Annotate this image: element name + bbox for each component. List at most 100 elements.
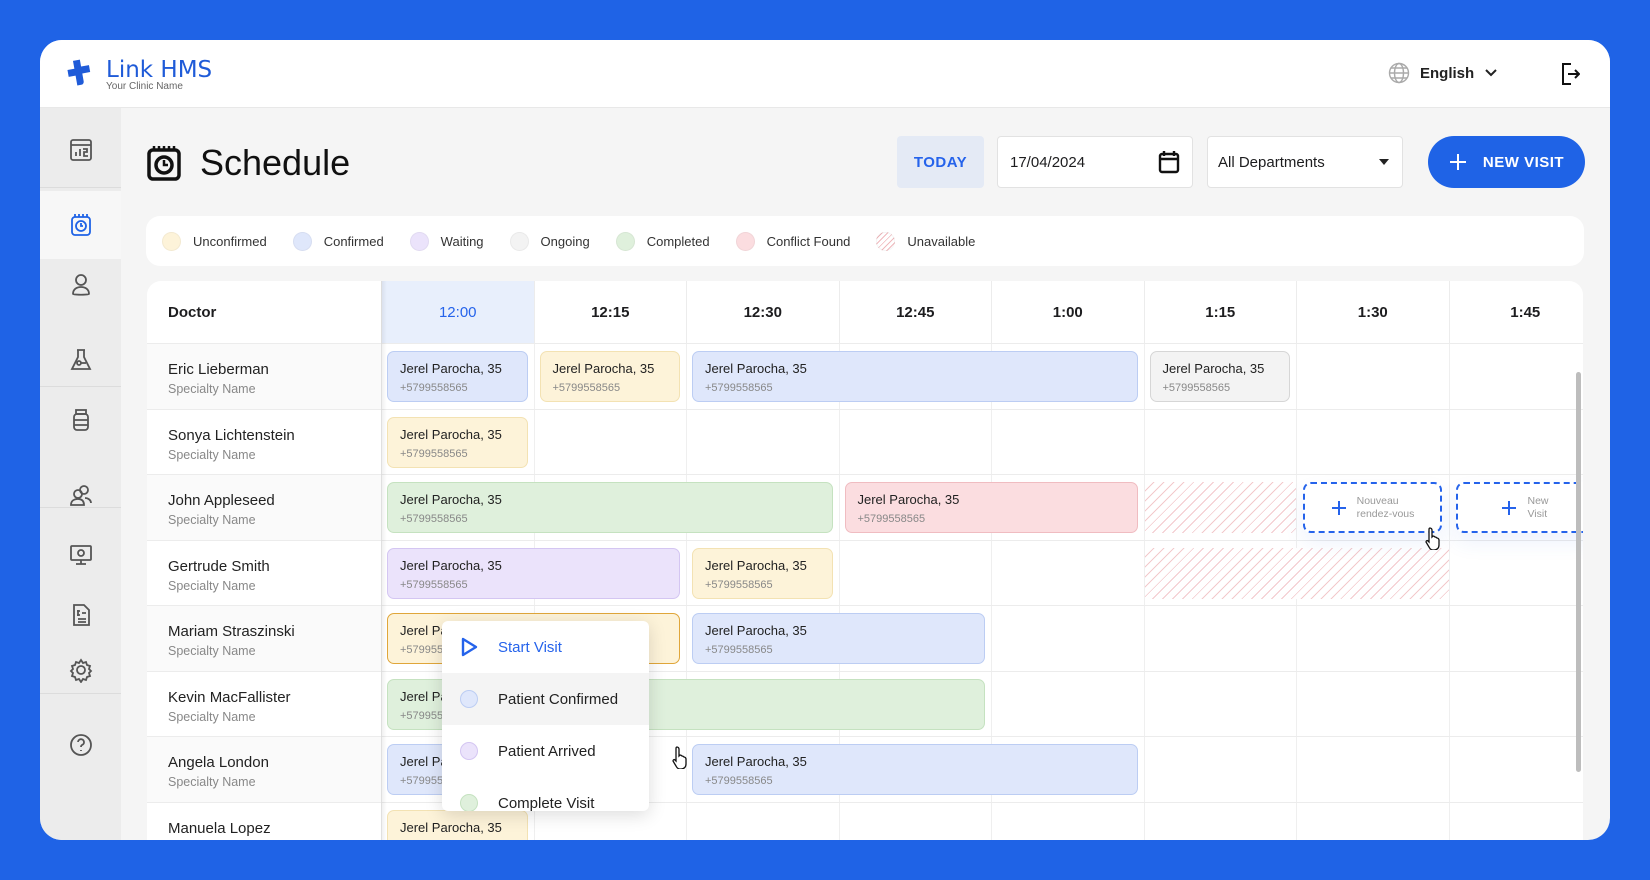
appointment-card[interactable]: Jerel Parocha, 35+5799558565: [692, 744, 1138, 795]
appointment-patient: Jerel Parocha, 35: [705, 361, 807, 376]
time-header: 12:30: [686, 281, 839, 344]
appointment-card[interactable]: Jerel Parocha, 35+5799558565: [387, 482, 833, 533]
doctor-row-header[interactable]: Gertrude Smith Specialty Name: [147, 540, 381, 606]
menu-item-label: Complete Visit: [498, 794, 595, 812]
sidebar-item-lab-flask[interactable]: [40, 330, 121, 390]
department-select[interactable]: All Departments: [1207, 136, 1403, 188]
legend-label: Confirmed: [323, 233, 384, 249]
doctor-row-header[interactable]: Kevin MacFallister Specialty Name: [147, 671, 381, 737]
top-bar: Link HMS Your Clinic Name English: [40, 40, 1610, 108]
doctor-column-header: Doctor: [147, 281, 381, 344]
today-button[interactable]: TODAY: [897, 136, 984, 188]
date-value: 17/04/2024: [1010, 153, 1086, 171]
doctor-row-header[interactable]: Eric Lieberman Specialty Name: [147, 344, 381, 410]
lab-flask-icon: [70, 349, 91, 370]
grid-column-line: [381, 344, 382, 840]
time-header: 1:45: [1448, 281, 1583, 344]
appointment-card[interactable]: Jerel Parocha, 35+5799558565: [387, 416, 528, 468]
doctor-specialty: Specialty Name: [168, 578, 256, 593]
doctor-row-header[interactable]: Manuela LopezSpecialty Name: [147, 802, 381, 840]
logout-button[interactable]: [1560, 62, 1581, 91]
doctor-row-header[interactable]: John Appleseed Specialty Name: [147, 475, 381, 541]
sidebar-item-schedule[interactable]: [40, 191, 121, 259]
appointment-card[interactable]: Jerel Parocha, 35+5799558565: [387, 351, 528, 402]
time-header: 1:30: [1296, 281, 1449, 344]
appointment-patient: Jerel Parocha, 35: [705, 623, 807, 638]
calendar-icon[interactable]: [1158, 150, 1180, 174]
menu-item-patient-arrived[interactable]: Patient Arrived: [442, 725, 649, 777]
monitor-icon: [69, 545, 92, 565]
appointment-phone: +5799558565: [705, 382, 773, 394]
menu-item-start-visit[interactable]: Start Visit: [442, 621, 649, 673]
sidebar-item-settings[interactable]: [40, 640, 121, 700]
doctor-specialty: Specialty Name: [168, 775, 256, 789]
date-picker[interactable]: 17/04/2024: [997, 136, 1193, 188]
sidebar-item-staff-group[interactable]: [40, 465, 121, 525]
logo[interactable]: Link HMS Your Clinic Name: [66, 58, 212, 92]
sidebar-item-help[interactable]: [40, 715, 121, 775]
doctor-row-header[interactable]: Sonya Lichtenstein Specialty Name: [147, 409, 381, 475]
doctor-row-header[interactable]: Mariam Straszinski Specialty Name: [147, 606, 381, 672]
appointment-card[interactable]: Jerel Parocha, 35+5799558565: [692, 547, 833, 599]
sidebar-item-billing-report[interactable]: [40, 585, 121, 645]
appointment-card[interactable]: Jerel Parocha, 35+5799558565: [539, 351, 680, 402]
sidebar-item-pharmacy-bottle[interactable]: [40, 390, 121, 450]
plus-icon: [1331, 500, 1346, 515]
appointment-phone: +5799558565: [705, 578, 773, 591]
new-visit-slot[interactable]: Nouveau rendez-vous: [1303, 482, 1442, 533]
menu-item-patient-confirmed[interactable]: Patient Confirmed: [442, 673, 649, 725]
new-visit-button[interactable]: NEW VISIT: [1428, 136, 1585, 188]
new-visit-slot[interactable]: New Visit: [1455, 482, 1583, 533]
language-selector[interactable]: English: [1388, 62, 1498, 84]
help-icon: [69, 734, 92, 756]
appointment-phone: +5799558565: [400, 382, 468, 394]
legend-item-unconfirmed: Unconfirmed: [162, 231, 267, 251]
doctor-name: Sonya Lichtenstein: [168, 426, 295, 444]
appointment-patient: Jerel Parocha, 35: [552, 361, 655, 376]
appointment-card[interactable]: Jerel Parocha, 35+5799558565: [387, 809, 528, 840]
menu-item-label: Patient Arrived: [498, 742, 596, 760]
appointment-card[interactable]: Jerel Parocha, 35 +5799558565: [692, 613, 985, 664]
appointment-card[interactable]: Jerel Parocha, 35+5799558565: [1149, 351, 1290, 402]
appointment-patient: Jerel Parocha, 35: [705, 754, 807, 769]
new-visit-slot-label: Nouveau rendez-vous: [1356, 494, 1415, 520]
status-dot-icon: [460, 742, 478, 760]
unavailable-block: [1144, 482, 1296, 533]
new-visit-label: NEW VISIT: [1482, 153, 1565, 171]
time-header: 1:00: [991, 281, 1144, 344]
doctor-row-header[interactable]: Angela London Specialty Name: [147, 737, 381, 803]
globe-icon: [1388, 62, 1410, 84]
legend-label: Completed: [646, 233, 710, 249]
sidebar-divider: [40, 693, 121, 694]
vertical-scrollbar[interactable]: [1576, 372, 1581, 772]
legend-swatch: [615, 231, 635, 251]
sidebar-item-patient[interactable]: [40, 255, 121, 315]
legend-swatch: [409, 231, 429, 251]
sidebar-divider: [40, 507, 121, 508]
settings-icon: [69, 658, 92, 683]
sidebar-item-dashboard[interactable]: [40, 120, 121, 180]
doctor-name: Mariam Straszinski: [168, 623, 295, 640]
legend-label: Ongoing: [540, 233, 590, 249]
plus-icon: [1502, 500, 1517, 515]
appointment-patient: Jerel Parocha, 35: [857, 492, 960, 507]
legend-item-waiting: Waiting: [409, 231, 484, 251]
appointment-card[interactable]: Jerel Parocha, 35+5799558565: [387, 547, 680, 599]
chevron-down-icon: [1485, 69, 1497, 77]
status-dot-icon: [460, 690, 478, 708]
legend-item-completed: Completed: [615, 231, 710, 251]
hand-cursor-icon: [1424, 526, 1444, 555]
appointment-phone: +5799558565: [400, 513, 468, 525]
department-value: All Departments: [1218, 153, 1325, 171]
appointment-phone: +5799558565: [705, 644, 773, 656]
menu-item-complete-visit[interactable]: Complete Visit: [442, 777, 649, 811]
sidebar-item-monitor[interactable]: [40, 525, 121, 585]
menu-item-label: Patient Confirmed: [498, 690, 619, 708]
doctor-column-shadow: [381, 281, 387, 840]
status-legend: Unconfirmed Confirmed Waiting Ongoing Comple…: [146, 216, 1584, 266]
appointment-card[interactable]: Jerel Parocha, 35 +5799558565: [692, 351, 1138, 402]
grid-column-line: [991, 344, 992, 840]
legend-item-unavailable: Unavailable: [876, 231, 975, 251]
schedule-icon: [70, 214, 91, 236]
appointment-card[interactable]: Jerel Parocha, 35+5799558565: [844, 482, 1138, 533]
